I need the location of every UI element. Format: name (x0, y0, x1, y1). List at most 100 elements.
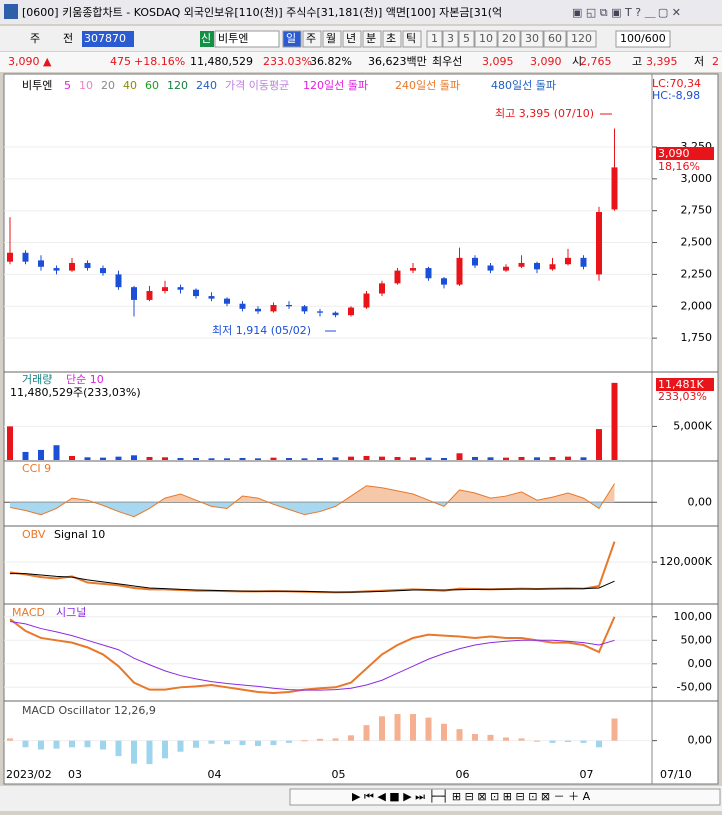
legend-break: 120일선 돌파 (303, 78, 368, 92)
bar (177, 740, 184, 752)
bar (348, 456, 354, 460)
period-button[interactable] (362, 30, 382, 48)
candle-body (363, 293, 370, 308)
bar (580, 457, 587, 460)
x-tick-label: 05 (332, 768, 346, 781)
candle-body (270, 305, 277, 312)
hc-label: HC:-8,98 (652, 89, 700, 102)
scroll-controls[interactable]: ▶ ⏮ ◀ ■ ▶ ⏭ ├─┤ ⊞ ⊟ ⊠ ⊡ ⊞ ⊟ ⊡ ⊠ － ＋ A (289, 788, 721, 806)
y-tick-label: 2,750 (681, 204, 713, 217)
period-button[interactable] (342, 30, 362, 48)
legend-period: 20 (101, 79, 115, 92)
bar (22, 451, 29, 460)
unit-label: 3 (447, 32, 454, 45)
legend-period: 10 (79, 79, 93, 92)
window-buttons[interactable]: ▣ ◱ ⧉ ▣ T ? ⎽ ▢ ✕ (570, 5, 710, 19)
count-box[interactable] (615, 30, 671, 48)
x-tick-label: 06 (456, 768, 470, 781)
bar (146, 456, 153, 460)
bar (410, 714, 416, 741)
candle-body (611, 167, 618, 210)
bar (270, 457, 277, 460)
unit-button[interactable] (458, 30, 475, 48)
bar (208, 740, 215, 744)
candle-body (224, 298, 230, 304)
candle-body (115, 274, 122, 288)
bar (69, 455, 75, 460)
y-tick-label: 2,500 (681, 236, 713, 249)
unit-button[interactable] (520, 30, 544, 48)
unit-button[interactable] (442, 30, 459, 48)
y-tick-label: 0,00 (688, 657, 713, 670)
last-volume: 11,481K (658, 378, 704, 391)
candle-body (177, 287, 184, 290)
x-tick-label: 07 (580, 768, 594, 781)
bar (332, 457, 339, 460)
legend-period: 5 (64, 79, 71, 92)
info-row (0, 52, 722, 72)
candle-body (549, 264, 556, 270)
candle-body (162, 287, 168, 291)
unit-button[interactable] (497, 30, 521, 48)
code-box[interactable] (82, 31, 134, 47)
max-label: 최고 3,395 (07/10) (495, 107, 594, 120)
bar (534, 457, 540, 460)
candle-body (38, 260, 44, 267)
y-tick-label: 120,000K (659, 555, 712, 568)
period-button[interactable] (382, 30, 402, 48)
last-price: 3,090 (658, 147, 690, 160)
unit-button[interactable] (474, 30, 498, 48)
bar (549, 740, 556, 743)
bar (38, 449, 44, 460)
bar (549, 456, 556, 460)
bar (255, 458, 261, 460)
unit-button[interactable] (426, 30, 443, 48)
bar (332, 738, 339, 741)
chart-area (3, 73, 719, 785)
period-label: 분 (366, 32, 376, 45)
candle-body (518, 262, 525, 267)
info-ask: 3,095 (482, 55, 514, 68)
bar (425, 717, 432, 741)
unit-button[interactable] (566, 30, 597, 48)
x-tick-label: 2023/02 (6, 768, 52, 781)
bar (441, 723, 447, 741)
unit-button[interactable] (543, 30, 567, 48)
bar (425, 457, 432, 460)
volume-info: 11,480,529주(233,03%) (10, 386, 141, 399)
bar (363, 455, 370, 460)
name-box[interactable] (214, 30, 280, 48)
candle-body (425, 268, 432, 279)
y-tick-label: 1,750 (681, 331, 713, 344)
candle-body (472, 257, 478, 266)
bar (348, 735, 354, 741)
legend-period: 60 (145, 79, 159, 92)
candle-body (22, 252, 29, 262)
svg-text:▣ ◱ ⧉ ▣ T ? ⎽ ▢ ✕: ▣ ◱ ⧉ ▣ T ? ⎽ ▢ ✕ (572, 6, 681, 19)
period-button[interactable] (322, 30, 342, 48)
candle-body (410, 268, 416, 271)
unit-label: 5 (463, 32, 470, 45)
line (10, 573, 615, 593)
y-tick-label: -50,00 (677, 680, 712, 693)
candle-body (146, 290, 153, 300)
candle-body (131, 287, 137, 300)
period-button[interactable] (302, 30, 322, 48)
period-button[interactable] (282, 30, 302, 48)
bar (456, 453, 463, 460)
candle-body (379, 283, 385, 294)
bar (115, 456, 122, 460)
bar (255, 740, 261, 746)
x-tick-label: 07/10 (660, 768, 692, 781)
info-best-label: 최우선 (432, 55, 462, 68)
line (9, 621, 615, 691)
last-volume-rate: 233,03% (658, 390, 707, 403)
area-positive (10, 483, 615, 503)
bar (53, 740, 60, 749)
bar (596, 429, 602, 460)
app-icon (4, 4, 18, 19)
period-button[interactable] (402, 30, 422, 48)
y-tick-label: 5,000K (673, 419, 712, 432)
legend-name: 비투엔 (22, 79, 52, 92)
